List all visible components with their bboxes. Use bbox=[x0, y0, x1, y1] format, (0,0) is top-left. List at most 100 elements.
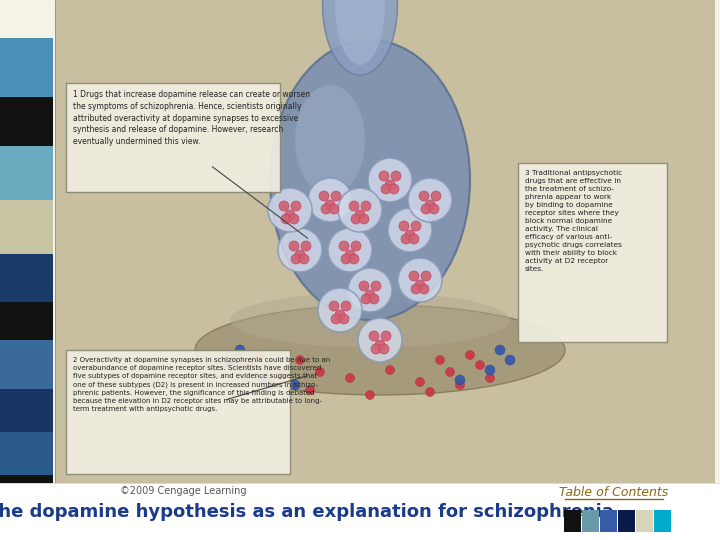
Circle shape bbox=[290, 380, 300, 390]
Circle shape bbox=[389, 184, 399, 194]
Circle shape bbox=[385, 180, 395, 190]
Bar bbox=[0, 475, 53, 508]
Circle shape bbox=[349, 254, 359, 264]
Ellipse shape bbox=[295, 85, 365, 195]
Circle shape bbox=[369, 294, 379, 304]
Circle shape bbox=[295, 355, 305, 364]
Text: 1 Drugs that increase dopamine release can create or worsen
the symptoms of schi: 1 Drugs that increase dopamine release c… bbox=[73, 90, 310, 146]
Circle shape bbox=[466, 350, 474, 360]
Circle shape bbox=[328, 228, 372, 272]
Circle shape bbox=[331, 314, 341, 324]
Circle shape bbox=[361, 294, 371, 304]
Bar bbox=[0, 340, 53, 389]
Text: 3 Traditional antipsychotic
drugs that are effective in
the treatment of schizo-: 3 Traditional antipsychotic drugs that a… bbox=[525, 170, 622, 272]
Circle shape bbox=[455, 375, 465, 385]
Bar bbox=[636, 510, 653, 532]
Circle shape bbox=[301, 241, 311, 251]
Circle shape bbox=[358, 318, 402, 362]
Circle shape bbox=[431, 191, 441, 201]
Circle shape bbox=[246, 361, 254, 369]
Bar bbox=[0, 508, 53, 529]
Bar bbox=[0, 302, 53, 340]
Circle shape bbox=[436, 355, 444, 364]
Circle shape bbox=[405, 230, 415, 240]
Circle shape bbox=[318, 288, 362, 332]
Circle shape bbox=[315, 368, 325, 376]
Circle shape bbox=[446, 368, 454, 376]
Circle shape bbox=[329, 301, 339, 311]
Circle shape bbox=[419, 284, 429, 294]
Circle shape bbox=[408, 178, 452, 222]
Circle shape bbox=[379, 344, 389, 354]
FancyBboxPatch shape bbox=[66, 83, 280, 192]
Bar bbox=[654, 510, 671, 532]
Circle shape bbox=[399, 221, 409, 231]
Circle shape bbox=[381, 331, 391, 341]
Circle shape bbox=[335, 310, 345, 320]
Ellipse shape bbox=[323, 0, 397, 75]
Circle shape bbox=[371, 281, 381, 291]
Bar bbox=[0, 432, 53, 475]
Circle shape bbox=[289, 214, 299, 224]
Circle shape bbox=[366, 390, 374, 400]
Circle shape bbox=[385, 366, 395, 375]
Circle shape bbox=[485, 374, 495, 382]
Circle shape bbox=[421, 271, 431, 281]
Text: The dopamine hypothesis as an explanation for schizophrenia: The dopamine hypothesis as an explanatio… bbox=[0, 503, 614, 521]
Circle shape bbox=[339, 314, 349, 324]
Circle shape bbox=[266, 381, 274, 389]
Circle shape bbox=[371, 344, 381, 354]
Circle shape bbox=[429, 204, 439, 214]
Text: Table of Contents: Table of Contents bbox=[559, 487, 669, 500]
Circle shape bbox=[388, 208, 432, 252]
Circle shape bbox=[279, 201, 289, 211]
Circle shape bbox=[348, 268, 392, 312]
Ellipse shape bbox=[335, 0, 385, 65]
Circle shape bbox=[369, 331, 379, 341]
Bar bbox=[582, 510, 599, 532]
Circle shape bbox=[341, 254, 351, 264]
Circle shape bbox=[415, 280, 425, 290]
Circle shape bbox=[276, 370, 284, 380]
Circle shape bbox=[268, 188, 312, 232]
Bar bbox=[564, 510, 581, 532]
Bar bbox=[0, 483, 720, 540]
Circle shape bbox=[351, 241, 361, 251]
Text: ©2009 Cengage Learning: ©2009 Cengage Learning bbox=[120, 486, 246, 496]
Circle shape bbox=[341, 301, 351, 311]
Circle shape bbox=[319, 191, 329, 201]
Circle shape bbox=[379, 171, 389, 181]
Circle shape bbox=[425, 200, 435, 210]
Circle shape bbox=[308, 178, 352, 222]
Circle shape bbox=[456, 381, 464, 389]
Circle shape bbox=[225, 360, 235, 370]
Circle shape bbox=[299, 254, 309, 264]
Circle shape bbox=[415, 377, 425, 387]
Ellipse shape bbox=[230, 293, 510, 348]
Circle shape bbox=[401, 234, 411, 244]
Circle shape bbox=[495, 345, 505, 355]
Circle shape bbox=[345, 250, 355, 260]
Circle shape bbox=[346, 374, 354, 382]
Circle shape bbox=[505, 355, 515, 365]
Bar bbox=[0, 200, 53, 254]
Circle shape bbox=[411, 221, 421, 231]
Bar bbox=[0, 38, 53, 97]
Circle shape bbox=[359, 281, 369, 291]
Circle shape bbox=[278, 228, 322, 272]
Circle shape bbox=[365, 290, 375, 300]
Circle shape bbox=[419, 191, 429, 201]
Circle shape bbox=[409, 234, 419, 244]
Circle shape bbox=[289, 241, 299, 251]
Text: 2 Overactivity at dopamine synapses in schizophrenia could be due to an
overabun: 2 Overactivity at dopamine synapses in s… bbox=[73, 357, 330, 411]
Circle shape bbox=[398, 258, 442, 302]
Circle shape bbox=[321, 204, 331, 214]
Bar bbox=[618, 510, 635, 532]
Circle shape bbox=[256, 350, 264, 360]
Circle shape bbox=[375, 340, 385, 350]
Bar bbox=[0, 146, 53, 200]
Circle shape bbox=[361, 201, 371, 211]
FancyBboxPatch shape bbox=[66, 350, 290, 474]
Circle shape bbox=[368, 158, 412, 202]
FancyBboxPatch shape bbox=[518, 163, 667, 342]
